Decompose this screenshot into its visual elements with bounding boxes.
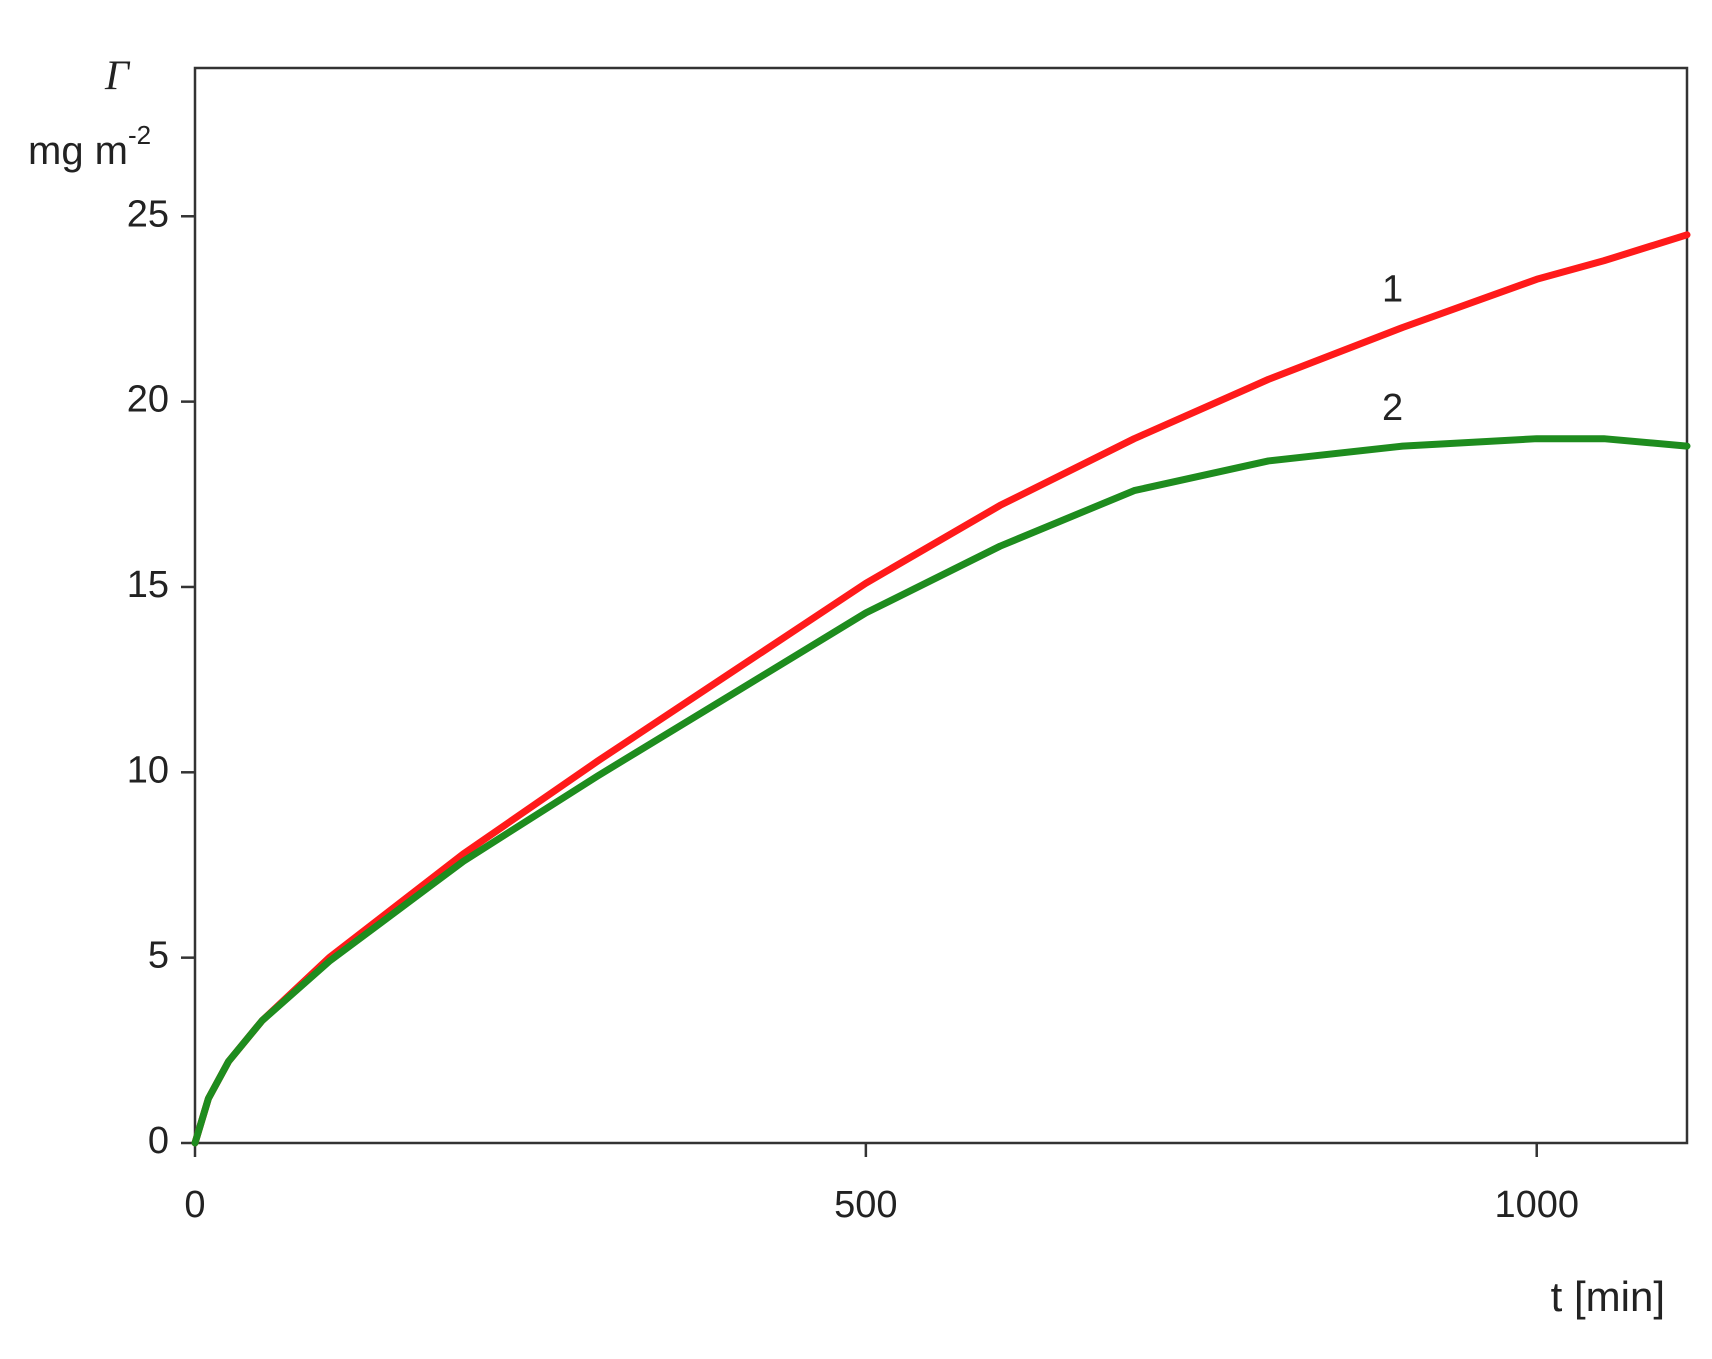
x-tick-label: 0 <box>184 1184 205 1226</box>
series-label: 2 <box>1382 387 1403 429</box>
series-label: 1 <box>1382 269 1403 311</box>
y-tick-label: 25 <box>127 193 169 235</box>
y-tick-label: 20 <box>127 379 169 421</box>
y-unit-text: mg m <box>28 129 128 173</box>
x-tick-label: 500 <box>834 1184 897 1226</box>
x-tick-label: 1000 <box>1494 1184 1579 1226</box>
data-line <box>191 435 1691 1147</box>
y-axis-label: Γ <box>104 54 131 100</box>
y-tick-label: 10 <box>127 749 169 791</box>
y-axis-unit: mg m-2 <box>28 120 151 173</box>
y-unit-exponent: -2 <box>128 120 151 150</box>
y-tick-label: 5 <box>148 935 169 977</box>
x-axis-label: t [min] <box>1551 1273 1665 1320</box>
y-tick-label: 0 <box>148 1120 169 1162</box>
data-line <box>191 231 1691 1147</box>
plot-frame <box>193 66 1689 1145</box>
y-tick-label: 15 <box>127 564 169 606</box>
